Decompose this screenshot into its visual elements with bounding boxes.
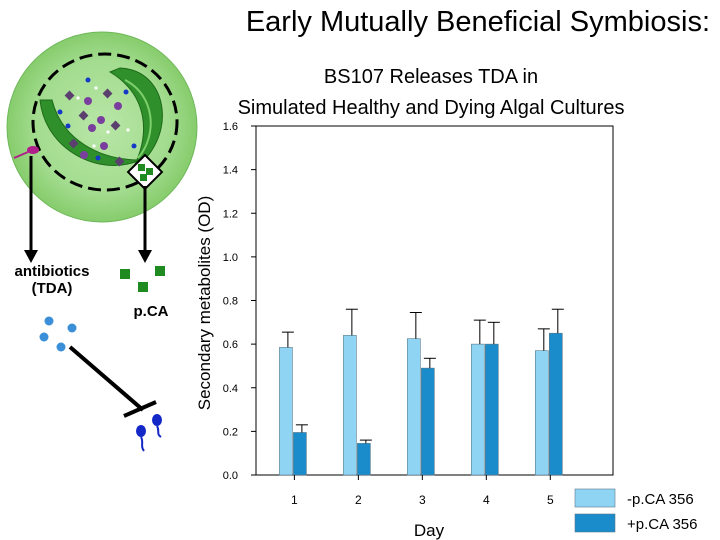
legend-swatch <box>574 488 616 508</box>
diamond-molecule <box>102 88 113 99</box>
green-square <box>140 174 147 181</box>
arrowhead-pca <box>138 250 152 263</box>
blue-dot <box>123 89 129 95</box>
purple-molecule <box>84 97 92 105</box>
blue-dot <box>57 109 63 115</box>
green-square <box>146 168 153 175</box>
bacterium-tail <box>13 151 29 159</box>
bar-minus-pca-day-3 <box>407 338 421 476</box>
bars <box>279 308 564 476</box>
blue-dot <box>131 143 137 149</box>
antibiotics-label: antibiotics (TDA) <box>2 263 102 297</box>
bar-plus-pca-day-5 <box>549 332 563 476</box>
legend: -p.CA 356 +p.CA 356 <box>574 488 697 533</box>
pca-square <box>120 269 130 279</box>
tda-molecule <box>56 342 66 352</box>
bar-minus-pca-day-4 <box>471 343 485 476</box>
x-axis: 1 2 3 4 5 <box>291 475 554 507</box>
y-tick-label: 1.2 <box>223 208 238 220</box>
bacterium-magenta <box>27 146 39 154</box>
bar-minus-pca-day-1 <box>279 347 293 476</box>
arrowhead-antibiotics <box>24 250 38 263</box>
slide-title: Early Mutually Beneficial Symbiosis: <box>245 6 710 38</box>
diamond-molecule <box>68 138 79 149</box>
y-tick-label: 0.0 <box>223 470 238 482</box>
inhibition-line <box>68 345 145 412</box>
blue-dot <box>65 123 71 129</box>
y-tick-label: 0.4 <box>223 383 238 395</box>
diamond-molecule <box>64 90 75 101</box>
y-axis: 0.0 0.2 0.4 0.6 0.8 1.0 1.2 1.4 1.6 <box>223 121 256 482</box>
bar-plus-pca-day-4 <box>485 343 499 476</box>
bar-minus-pca-day-2 <box>343 335 357 476</box>
bar-minus-pca-day-5 <box>535 350 549 476</box>
y-tick-label: 1.4 <box>223 165 238 177</box>
legend-label: -p.CA 356 <box>627 491 694 508</box>
green-square <box>138 164 145 171</box>
diamond-molecule <box>110 120 121 131</box>
x-tick-label: 4 <box>483 493 490 507</box>
cell-molecules <box>57 77 137 167</box>
inhibition-bar <box>123 400 157 418</box>
tda-molecule <box>67 323 77 333</box>
bacterium-blue-tail <box>140 436 145 452</box>
blue-dot <box>95 155 101 161</box>
antibiotics-label-line2: (TDA) <box>31 280 73 297</box>
y-tick-label: 0.8 <box>223 296 238 308</box>
pca-pore <box>126 153 164 191</box>
bacterium-blue <box>152 414 162 426</box>
antibiotics-label-line1: antibiotics <box>14 263 90 280</box>
purple-molecule <box>97 116 105 124</box>
x-tick-label: 3 <box>419 493 426 507</box>
purple-molecule <box>114 102 122 110</box>
x-tick-label: 2 <box>355 493 362 507</box>
tda-molecule <box>39 332 49 342</box>
legend-label: +p.CA 356 <box>627 516 697 533</box>
bar-plus-pca-day-2 <box>357 443 371 476</box>
y-tick-label: 1.0 <box>223 252 238 264</box>
x-tick-label: 5 <box>547 493 554 507</box>
bar-plus-pca-day-1 <box>293 432 307 476</box>
y-tick-label: 0.2 <box>223 426 238 438</box>
pca-square <box>138 282 148 292</box>
x-axis-label: Day <box>414 521 445 540</box>
y-tick-label: 1.6 <box>223 121 238 133</box>
purple-molecule <box>100 142 108 150</box>
legend-swatch <box>574 513 616 533</box>
white-dot <box>76 96 80 100</box>
blue-dot <box>85 77 91 83</box>
chart-title-line1: BS107 Releases TDA in <box>323 66 539 88</box>
y-tick-label: 0.6 <box>223 339 238 351</box>
y-axis-label: Secondary metabolites (OD) <box>195 196 214 410</box>
chart-title: BS107 Releases TDA in Simulated Healthy … <box>196 62 666 124</box>
chart-title-line2: Simulated Healthy and Dying Algal Cultur… <box>237 97 625 119</box>
white-dot <box>92 144 96 148</box>
bacterium-blue <box>136 425 146 437</box>
diamond-molecule <box>78 110 89 121</box>
white-dot <box>106 130 110 134</box>
pca-label: p.CA <box>133 303 169 320</box>
white-dot <box>94 86 98 90</box>
bacterium-blue-tail <box>156 425 162 438</box>
tda-molecules <box>39 316 77 352</box>
x-tick-label: 1 <box>291 493 298 507</box>
white-dot <box>126 128 130 132</box>
bar-plus-pca-day-3 <box>421 367 435 476</box>
diamond-molecule <box>114 156 125 167</box>
purple-molecule <box>80 151 88 159</box>
chloroplast-stripe <box>124 79 152 159</box>
pca-square <box>155 266 165 276</box>
algal-cell-membrane <box>31 52 179 192</box>
tda-molecule <box>44 316 54 326</box>
purple-molecule <box>88 124 96 132</box>
